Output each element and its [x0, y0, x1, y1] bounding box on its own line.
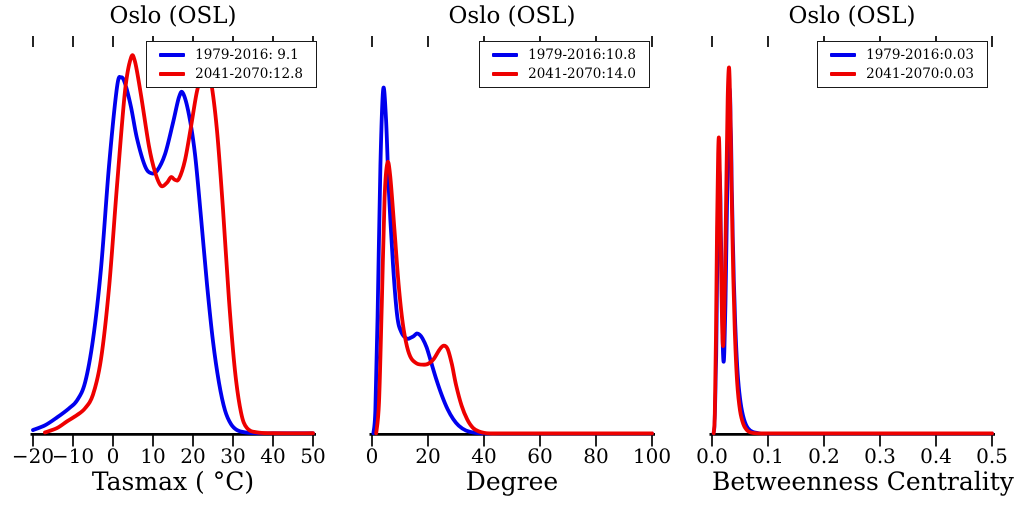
panel-2-title: Oslo (OSL): [448, 3, 576, 29]
legend-label: 2041-2070:12.8: [195, 66, 303, 82]
x-tick-label: 20: [415, 444, 441, 468]
legend-line-sample-blue: [159, 52, 186, 58]
legend-entry: 1979-2016:10.8: [492, 47, 636, 63]
kde-curve-1979-2016: [31, 75, 315, 436]
x-tick-label: 40: [260, 444, 286, 468]
x-tick-label: −10: [51, 444, 95, 468]
x-tick-label: 0: [365, 444, 379, 468]
x-tick-label: 0.1: [752, 444, 784, 468]
x-tick-label: 20: [180, 444, 206, 468]
x-tick-label: 40: [471, 444, 497, 468]
kde-curve-2041-2070: [43, 53, 315, 436]
legend-line-sample-red: [159, 71, 186, 77]
panel-2-xlabel: Degree: [465, 467, 559, 496]
legend-label: 1979-2016: 9.1: [195, 47, 299, 63]
x-tick-label: 30: [220, 444, 246, 468]
panel-1-xlabel: Tasmax ( °C): [91, 467, 255, 496]
x-tick-label: −20: [11, 444, 55, 468]
legend-label: 1979-2016:10.8: [528, 47, 636, 63]
legend-entry: 2041-2070:12.8: [159, 66, 303, 82]
legend-line-sample-blue: [492, 52, 519, 58]
x-tick-label: 60: [527, 444, 553, 468]
x-tick-label: 100: [632, 444, 672, 468]
legend-label: 2041-2070:0.03: [866, 66, 974, 82]
panel-3-legend: 1979-2016:0.03 2041-2070:0.03: [817, 41, 988, 88]
x-tick-label: 0: [106, 444, 120, 468]
legend-label: 2041-2070:14.0: [528, 66, 636, 82]
x-tick-label: 0.0: [696, 444, 728, 468]
x-tick-label: 0.3: [864, 444, 896, 468]
x-tick-label: 10: [140, 444, 166, 468]
kde-curve-2041-2070: [711, 65, 994, 436]
x-tick-label: 0.2: [808, 444, 840, 468]
panel-3-title: Oslo (OSL): [788, 3, 916, 29]
legend-label: 1979-2016:0.03: [866, 47, 974, 63]
panel-1-title: Oslo (OSL): [109, 3, 237, 29]
x-tick-label: 0.5: [976, 444, 1008, 468]
legend-entry: 1979-2016:0.03: [830, 47, 974, 63]
legend-entry: 1979-2016: 9.1: [159, 47, 303, 63]
panel-2-legend: 1979-2016:10.8 2041-2070:14.0: [479, 41, 650, 88]
panel-3-xlabel: Betweenness Centrality: [712, 467, 1014, 496]
x-tick-label: 50: [300, 444, 326, 468]
legend-line-sample-red: [830, 71, 857, 77]
kde-curve-1979-2016: [371, 85, 654, 436]
legend-line-sample-red: [492, 71, 519, 77]
x-tick-label: 0.4: [920, 444, 952, 468]
legend-line-sample-blue: [830, 52, 857, 58]
x-tick-label: 80: [583, 444, 609, 468]
kde-curve-1979-2016: [711, 85, 994, 436]
kde-curve-2041-2070: [374, 159, 654, 436]
legend-entry: 2041-2070:0.03: [830, 66, 974, 82]
legend-entry: 2041-2070:14.0: [492, 66, 636, 82]
panel-1-legend: 1979-2016: 9.1 2041-2070:12.8: [146, 41, 317, 88]
